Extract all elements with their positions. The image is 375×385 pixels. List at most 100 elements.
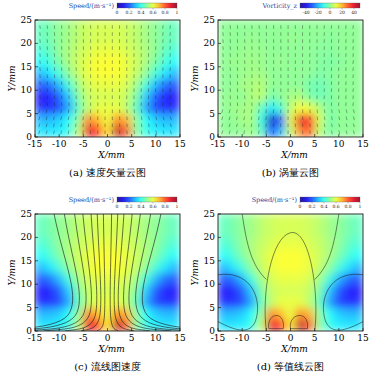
vector	[237, 81, 238, 85]
y-axis-label: Y/mm	[7, 259, 17, 285]
vector	[259, 25, 260, 29]
vector	[266, 46, 267, 50]
heat-cell	[237, 31, 247, 43]
heat-cell	[266, 43, 276, 55]
vector	[324, 25, 325, 29]
heat-cell	[285, 90, 295, 102]
vector	[68, 74, 69, 78]
vector	[162, 39, 163, 43]
heat-cell	[35, 307, 45, 319]
vector	[237, 74, 238, 78]
heat-cell	[112, 296, 122, 308]
frame	[35, 214, 180, 331]
vector	[90, 95, 91, 99]
vector	[119, 32, 120, 36]
vector	[126, 88, 127, 92]
colorbar-tick-label: 1	[359, 204, 362, 209]
vector	[119, 116, 120, 120]
vector	[222, 25, 223, 29]
heat-cell	[256, 43, 266, 55]
heat-cell	[353, 319, 363, 331]
vector	[230, 46, 231, 50]
vector	[273, 60, 274, 64]
vector	[302, 74, 303, 78]
heat-cell	[122, 237, 132, 249]
heat-cell	[295, 307, 305, 319]
heat-cell	[131, 307, 141, 319]
heat-cell	[93, 20, 103, 32]
heat-cell	[324, 125, 334, 137]
vector	[83, 46, 84, 50]
heat-cell	[314, 43, 324, 55]
vector	[126, 60, 127, 64]
heat-cell	[285, 43, 295, 55]
vector	[309, 53, 310, 57]
colorbar	[117, 3, 177, 8]
heat-cell	[353, 55, 363, 67]
heat-cell	[54, 125, 64, 137]
heat-cell	[285, 20, 295, 32]
x-tick	[338, 134, 339, 137]
heat-cell	[343, 102, 353, 114]
vector	[222, 102, 223, 106]
heat-cell	[170, 31, 180, 43]
vector	[266, 102, 267, 106]
vector	[162, 25, 163, 29]
heat-cell	[324, 237, 334, 249]
heat-cell	[102, 272, 112, 284]
heat-cell	[218, 307, 228, 319]
vector	[126, 131, 127, 135]
vector	[54, 81, 55, 85]
heat-cell	[102, 113, 112, 125]
heat-cell	[295, 20, 305, 32]
heat-cell	[35, 237, 45, 249]
heat-cell	[54, 31, 64, 43]
x-tick	[363, 134, 364, 137]
heat-cell	[227, 249, 237, 261]
heat-cell	[343, 296, 353, 308]
heat-cell	[295, 102, 305, 114]
heat-cell	[151, 307, 161, 319]
contour-line	[218, 274, 258, 330]
heat-cell	[324, 20, 334, 32]
heat-cell	[285, 284, 295, 296]
vector	[105, 32, 106, 36]
y-tick-label: 20	[204, 232, 216, 242]
vector	[60, 116, 62, 120]
vector	[105, 39, 106, 43]
vector	[251, 88, 252, 92]
vector	[280, 32, 281, 36]
x-tick-label: 15	[174, 333, 186, 343]
heat-cell	[256, 31, 266, 43]
vector	[266, 32, 267, 36]
heat-cell	[141, 90, 151, 102]
vector	[53, 109, 55, 113]
vector	[133, 74, 134, 78]
vector	[266, 81, 267, 85]
vector	[162, 60, 163, 64]
heat-cell	[285, 31, 295, 43]
heat-cell	[247, 296, 257, 308]
vector	[230, 88, 231, 92]
heat-cell	[334, 214, 344, 226]
vector	[90, 74, 91, 78]
heat-cell	[141, 67, 151, 79]
heat-cell	[227, 113, 237, 125]
caption: (c) 流线图速度	[74, 361, 141, 372]
vector	[97, 95, 98, 99]
vector	[148, 46, 149, 50]
vector	[112, 124, 113, 128]
heat-cell	[247, 102, 257, 114]
vector	[119, 131, 120, 135]
vector	[169, 53, 170, 57]
heat-cell	[73, 20, 83, 32]
heat-cell	[160, 31, 170, 43]
vector	[54, 46, 55, 50]
heat-cell	[160, 272, 170, 284]
vector	[288, 74, 289, 78]
vector	[222, 53, 223, 57]
plot-area	[218, 20, 363, 137]
heat-cell	[324, 307, 334, 319]
vector	[331, 109, 333, 113]
vector	[68, 60, 69, 64]
